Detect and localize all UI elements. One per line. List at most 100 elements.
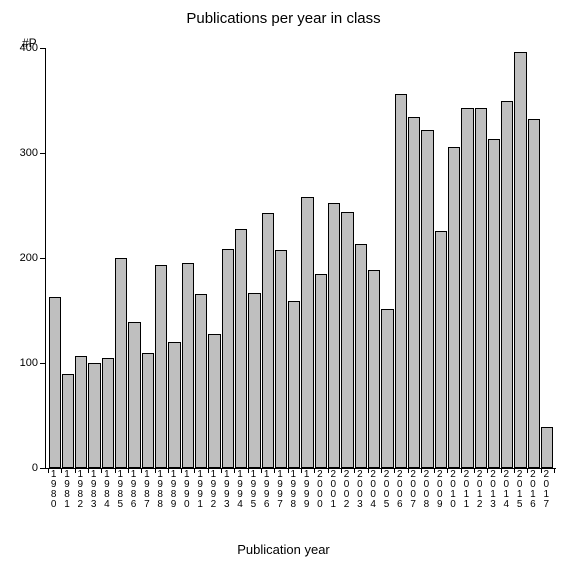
x-tick-label: 2014 — [503, 470, 509, 510]
x-tick-label: 2003 — [357, 470, 363, 510]
bar-slot — [501, 48, 514, 468]
bar — [395, 94, 407, 468]
bar — [355, 244, 367, 468]
x-axis-label: Publication year — [0, 542, 567, 557]
x-tick-label: 1989 — [170, 470, 176, 510]
bar-slot — [541, 48, 554, 468]
x-label-slot: 2008 — [420, 470, 433, 512]
bar — [461, 108, 473, 468]
bar-slot — [487, 48, 500, 468]
x-label-slot: 2001 — [327, 470, 340, 512]
x-tick-label: 2008 — [423, 470, 429, 510]
bar-slot — [194, 48, 207, 468]
bar — [341, 212, 353, 468]
x-tick-label: 1993 — [224, 470, 230, 510]
x-label-slot: 1993 — [220, 470, 233, 512]
x-tick-label: 2011 — [463, 470, 469, 510]
bar-slot — [301, 48, 314, 468]
x-label-slot: 1987 — [140, 470, 153, 512]
y-tick-label: 100 — [20, 357, 38, 369]
bar — [288, 301, 300, 468]
x-tick-label: 1990 — [184, 470, 190, 510]
x-label-slot: 2007 — [406, 470, 419, 512]
x-tick-label: 1999 — [304, 470, 310, 510]
x-tick-label: 2006 — [397, 470, 403, 510]
x-tick-label: 1998 — [290, 470, 296, 510]
bar-slot — [341, 48, 354, 468]
bar — [115, 258, 127, 468]
bar — [142, 353, 154, 469]
bar — [475, 108, 487, 468]
x-label-slot: 2010 — [446, 470, 459, 512]
bar — [408, 117, 420, 468]
x-label-slot: 2009 — [433, 470, 446, 512]
bar-slot — [461, 48, 474, 468]
bar — [435, 231, 447, 468]
x-tick-label: 2012 — [477, 470, 483, 510]
x-tick-label: 2005 — [383, 470, 389, 510]
x-tick-label: 1980 — [51, 470, 57, 510]
bar-slot — [394, 48, 407, 468]
bar-slot — [141, 48, 154, 468]
x-label-slot: 2014 — [500, 470, 513, 512]
x-label-slot: 1998 — [287, 470, 300, 512]
bar — [248, 293, 260, 468]
bar — [301, 197, 313, 468]
bar — [62, 374, 74, 469]
bar — [75, 356, 87, 468]
bar-slot — [48, 48, 61, 468]
x-tick-label: 1995 — [250, 470, 256, 510]
x-tick-label: 2007 — [410, 470, 416, 510]
bar-slot — [527, 48, 540, 468]
bar-slot — [407, 48, 420, 468]
x-tick-label: 1985 — [117, 470, 123, 510]
chart-container: Publications per year in class #P 010020… — [0, 0, 567, 567]
x-tick-label: 2016 — [530, 470, 536, 510]
x-tick-label: 2000 — [317, 470, 323, 510]
bars-group — [46, 48, 556, 468]
bar-slot — [514, 48, 527, 468]
x-tick-label: 1982 — [77, 470, 83, 510]
bar-slot — [447, 48, 460, 468]
bar-slot — [434, 48, 447, 468]
x-label-slot: 1988 — [154, 470, 167, 512]
y-tick — [40, 153, 46, 154]
y-tick-label: 400 — [20, 42, 38, 54]
bar — [168, 342, 180, 468]
bar-slot — [181, 48, 194, 468]
x-label-slot: 1986 — [127, 470, 140, 512]
x-label-slot: 1991 — [193, 470, 206, 512]
bar — [315, 274, 327, 468]
x-tick-label: 2010 — [450, 470, 456, 510]
x-label-slot: 1980 — [47, 470, 60, 512]
x-label-slot: 2012 — [473, 470, 486, 512]
bar-slot — [115, 48, 128, 468]
bar-slot — [328, 48, 341, 468]
bar-slot — [101, 48, 114, 468]
bar-slot — [61, 48, 74, 468]
x-label-slot: 1982 — [74, 470, 87, 512]
x-tick-label: 2013 — [490, 470, 496, 510]
bar-slot — [234, 48, 247, 468]
bar — [275, 250, 287, 468]
x-label-slot: 1996 — [260, 470, 273, 512]
bar-slot — [421, 48, 434, 468]
bar — [488, 139, 500, 468]
bar-slot — [128, 48, 141, 468]
x-tick-label: 2004 — [370, 470, 376, 510]
bar — [182, 263, 194, 468]
bar — [195, 294, 207, 468]
x-tick-label: 2017 — [543, 470, 549, 510]
bar-slot — [168, 48, 181, 468]
bar — [88, 363, 100, 468]
y-tick-label: 200 — [20, 252, 38, 264]
bar-slot — [75, 48, 88, 468]
x-tick-label: 2001 — [330, 470, 336, 510]
x-label-slot: 2000 — [313, 470, 326, 512]
x-label-slot: 2013 — [486, 470, 499, 512]
x-label-slot: 1997 — [273, 470, 286, 512]
bar-slot — [381, 48, 394, 468]
x-tick-label: 1996 — [264, 470, 270, 510]
x-label-slot: 1984 — [100, 470, 113, 512]
x-label-slot: 1981 — [60, 470, 73, 512]
